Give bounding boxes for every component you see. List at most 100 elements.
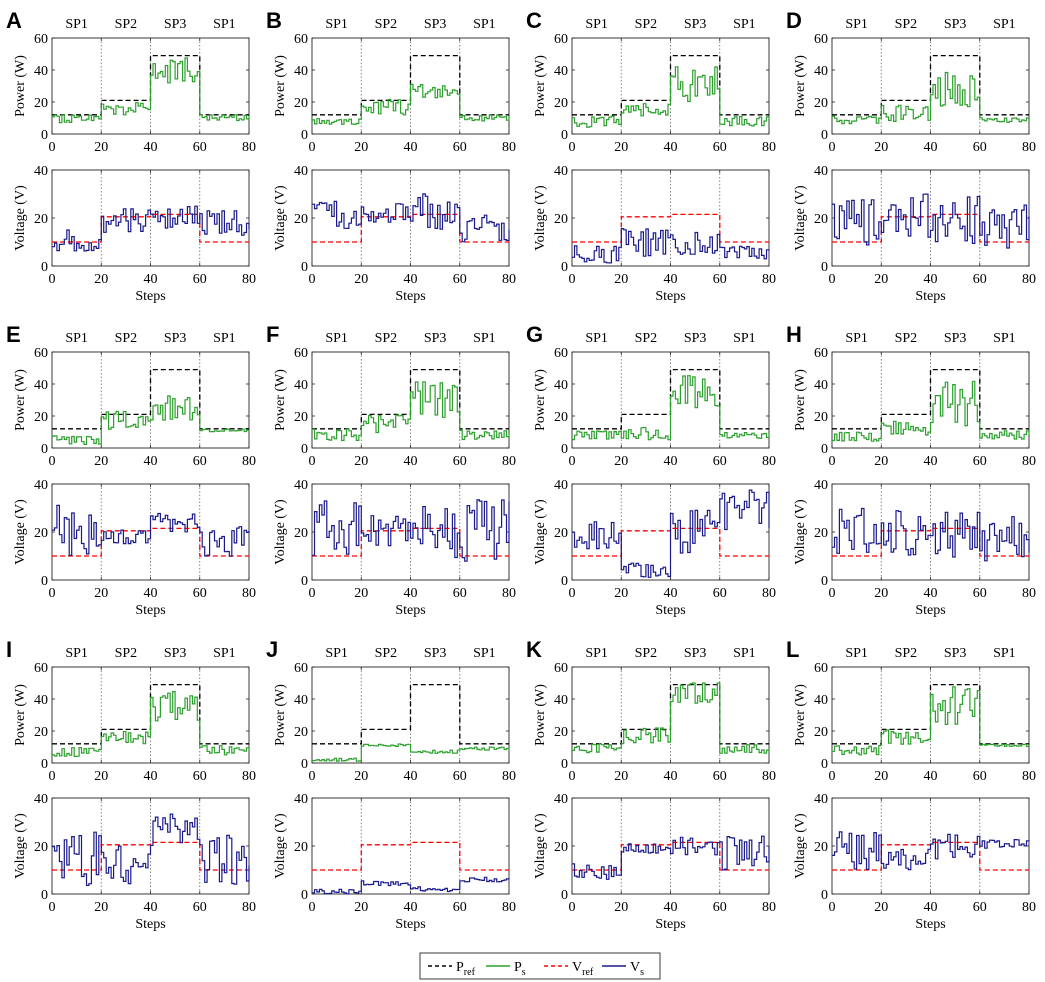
x-tick-label: 40 (404, 586, 418, 601)
x-axis-label: Steps (395, 289, 425, 304)
y-tick-label: 0 (821, 574, 828, 589)
x-tick-label: 60 (973, 769, 987, 784)
y-tick-label: 40 (554, 378, 568, 393)
y-axis-label: Power (W) (793, 684, 808, 746)
y-tick-label: 0 (41, 442, 48, 457)
x-tick-label: 40 (664, 454, 678, 469)
x-tick-label: 60 (973, 140, 987, 155)
x-tick-label: 60 (973, 900, 987, 915)
y-axis-label: Voltage (V) (13, 185, 28, 251)
x-tick-label: 40 (664, 586, 678, 601)
y-tick-label: 0 (821, 128, 828, 143)
voltage-signal-line (832, 193, 1030, 249)
x-tick-label: 80 (242, 769, 256, 784)
setpoint-label: SP3 (164, 646, 187, 661)
y-tick-label: 0 (821, 888, 828, 903)
y-tick-label: 40 (814, 792, 828, 807)
setpoint-label: SP2 (635, 331, 658, 346)
x-tick-label: 0 (49, 140, 56, 155)
x-tick-label: 20 (614, 272, 628, 287)
x-tick-label: 20 (354, 586, 368, 601)
x-axis-label: Steps (135, 289, 165, 304)
x-tick-label: 80 (242, 900, 256, 915)
x-tick-label: 40 (664, 140, 678, 155)
setpoint-label: SP3 (944, 646, 967, 661)
y-tick-label: 60 (554, 346, 568, 361)
y-tick-label: 20 (814, 96, 828, 111)
y-axis-label: Voltage (V) (533, 813, 548, 879)
setpoint-label: SP1 (325, 646, 348, 661)
y-tick-label: 40 (294, 693, 308, 708)
y-tick-label: 40 (814, 378, 828, 393)
setpoint-label: SP2 (375, 331, 398, 346)
voltage-signal-line (572, 228, 770, 264)
y-tick-label: 0 (41, 574, 48, 589)
setpoint-label: SP1 (585, 331, 608, 346)
voltage-signal-line (572, 835, 770, 880)
y-tick-label: 0 (301, 574, 308, 589)
x-tick-label: 0 (569, 140, 576, 155)
power-signal-line (52, 395, 250, 445)
voltage-reference-line (572, 841, 769, 871)
x-tick-label: 80 (1022, 769, 1036, 784)
x-tick-label: 80 (242, 140, 256, 155)
panel-label: D (786, 8, 802, 33)
x-tick-label: 20 (614, 900, 628, 915)
x-tick-label: 80 (1022, 900, 1036, 915)
x-tick-label: 60 (193, 272, 207, 287)
x-tick-label: 60 (713, 586, 727, 601)
setpoint-label: SP1 (213, 17, 236, 32)
y-axis-label: Voltage (V) (13, 499, 28, 565)
y-tick-label: 20 (554, 212, 568, 227)
x-tick-label: 40 (144, 900, 158, 915)
voltage-reference-line (832, 527, 1029, 557)
x-tick-label: 80 (242, 586, 256, 601)
x-tick-label: 0 (309, 769, 316, 784)
x-tick-label: 20 (94, 454, 108, 469)
y-tick-label: 20 (294, 410, 308, 425)
setpoint-label: SP2 (375, 646, 398, 661)
y-axis-label: Voltage (V) (533, 499, 548, 565)
y-tick-label: 0 (561, 757, 568, 772)
x-tick-label: 0 (309, 900, 316, 915)
setpoint-label: SP2 (895, 17, 918, 32)
x-tick-label: 60 (973, 454, 987, 469)
voltage-signal-line (312, 876, 510, 895)
x-tick-label: 80 (502, 900, 516, 915)
setpoint-label: SP1 (65, 646, 88, 661)
x-tick-label: 20 (874, 272, 888, 287)
panel-label: L (786, 637, 799, 662)
x-tick-label: 80 (762, 769, 776, 784)
power-signal-line (572, 66, 770, 128)
y-tick-label: 0 (301, 128, 308, 143)
setpoint-label: SP3 (684, 17, 707, 32)
power-signal-line (312, 83, 510, 125)
setpoint-label: SP1 (845, 17, 868, 32)
y-tick-label: 20 (294, 212, 308, 227)
voltage-signal-line (312, 499, 510, 562)
x-tick-label: 20 (614, 586, 628, 601)
x-tick-label: 80 (1022, 140, 1036, 155)
y-axis-label: Power (W) (793, 55, 808, 117)
x-tick-label: 80 (502, 272, 516, 287)
y-tick-label: 20 (814, 410, 828, 425)
x-tick-label: 20 (94, 140, 108, 155)
setpoint-label: SP3 (684, 331, 707, 346)
x-tick-label: 0 (829, 140, 836, 155)
y-tick-label: 0 (561, 888, 568, 903)
y-tick-label: 20 (34, 526, 48, 541)
x-tick-label: 80 (502, 454, 516, 469)
x-tick-label: 80 (762, 140, 776, 155)
x-tick-label: 20 (94, 900, 108, 915)
x-tick-label: 40 (144, 140, 158, 155)
x-tick-label: 20 (354, 140, 368, 155)
x-tick-label: 60 (973, 586, 987, 601)
setpoint-label: SP3 (164, 331, 187, 346)
setpoint-label: SP1 (993, 331, 1016, 346)
setpoint-label: SP1 (473, 17, 496, 32)
y-tick-label: 40 (554, 478, 568, 493)
x-tick-label: 40 (404, 454, 418, 469)
setpoint-label: SP1 (65, 17, 88, 32)
x-tick-label: 20 (354, 272, 368, 287)
setpoint-label: SP1 (845, 646, 868, 661)
